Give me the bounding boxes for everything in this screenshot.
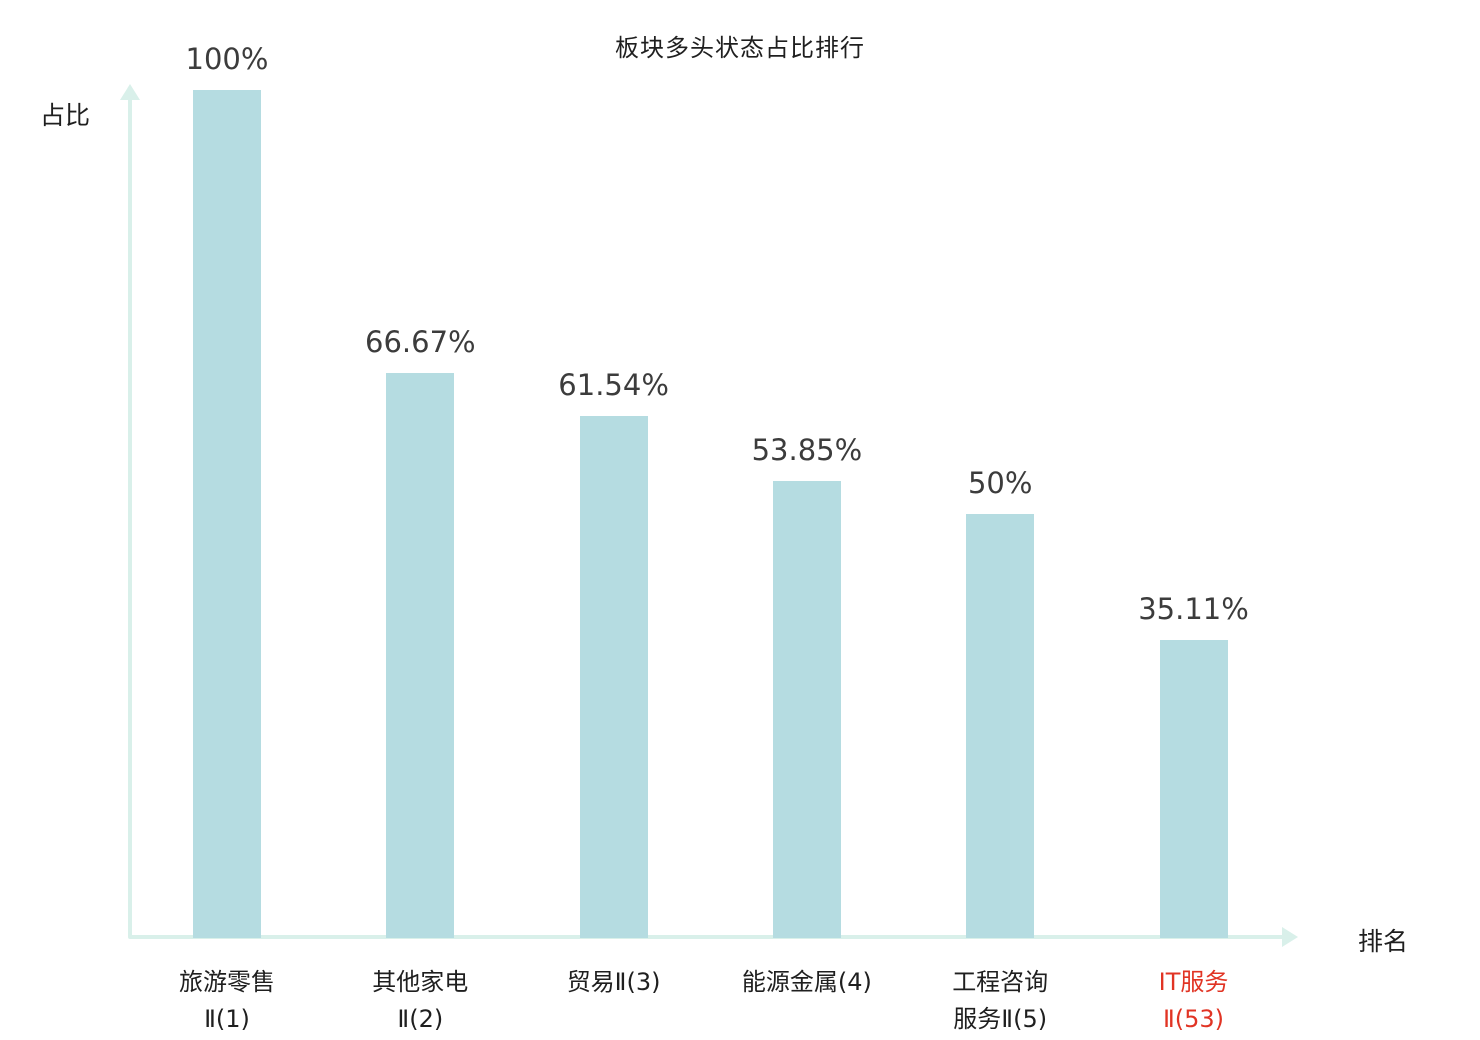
y-axis-arrow-icon — [120, 84, 140, 100]
x-axis-line — [128, 935, 1284, 939]
bar — [772, 481, 841, 938]
chart-title: 板块多头状态占比排行 — [615, 34, 865, 62]
bar-value-label: 35.11% — [1138, 592, 1249, 627]
bar — [966, 514, 1035, 938]
bar-category-label: 其他家电 Ⅱ(2) — [372, 968, 469, 1034]
y-axis-line — [128, 98, 132, 938]
x-axis-arrow-icon — [1282, 927, 1298, 947]
bar-value-label: 53.85% — [751, 433, 863, 468]
bar-value-label: 50% — [967, 466, 1033, 500]
bar — [579, 416, 648, 938]
bar-category-label: IT服务 Ⅱ(53) — [1158, 968, 1229, 1034]
bar — [1159, 640, 1228, 938]
bar — [386, 372, 455, 938]
x-axis-label: 排名 — [1358, 927, 1409, 956]
bar-value-label: 66.67% — [365, 324, 476, 359]
bar-category-label: 能源金属(4) — [741, 968, 872, 996]
bar-value-label: 61.54% — [558, 368, 669, 403]
bar-category-label: 贸易Ⅱ(3) — [566, 968, 661, 996]
bar-category-label: 旅游零售 Ⅱ(1) — [179, 968, 275, 1034]
bar-value-label: 100% — [185, 42, 269, 76]
bar — [193, 90, 261, 938]
bar-category-label: 工程咨询 服务Ⅱ(5) — [952, 968, 1049, 1034]
y-axis-label: 占比 — [40, 101, 91, 130]
